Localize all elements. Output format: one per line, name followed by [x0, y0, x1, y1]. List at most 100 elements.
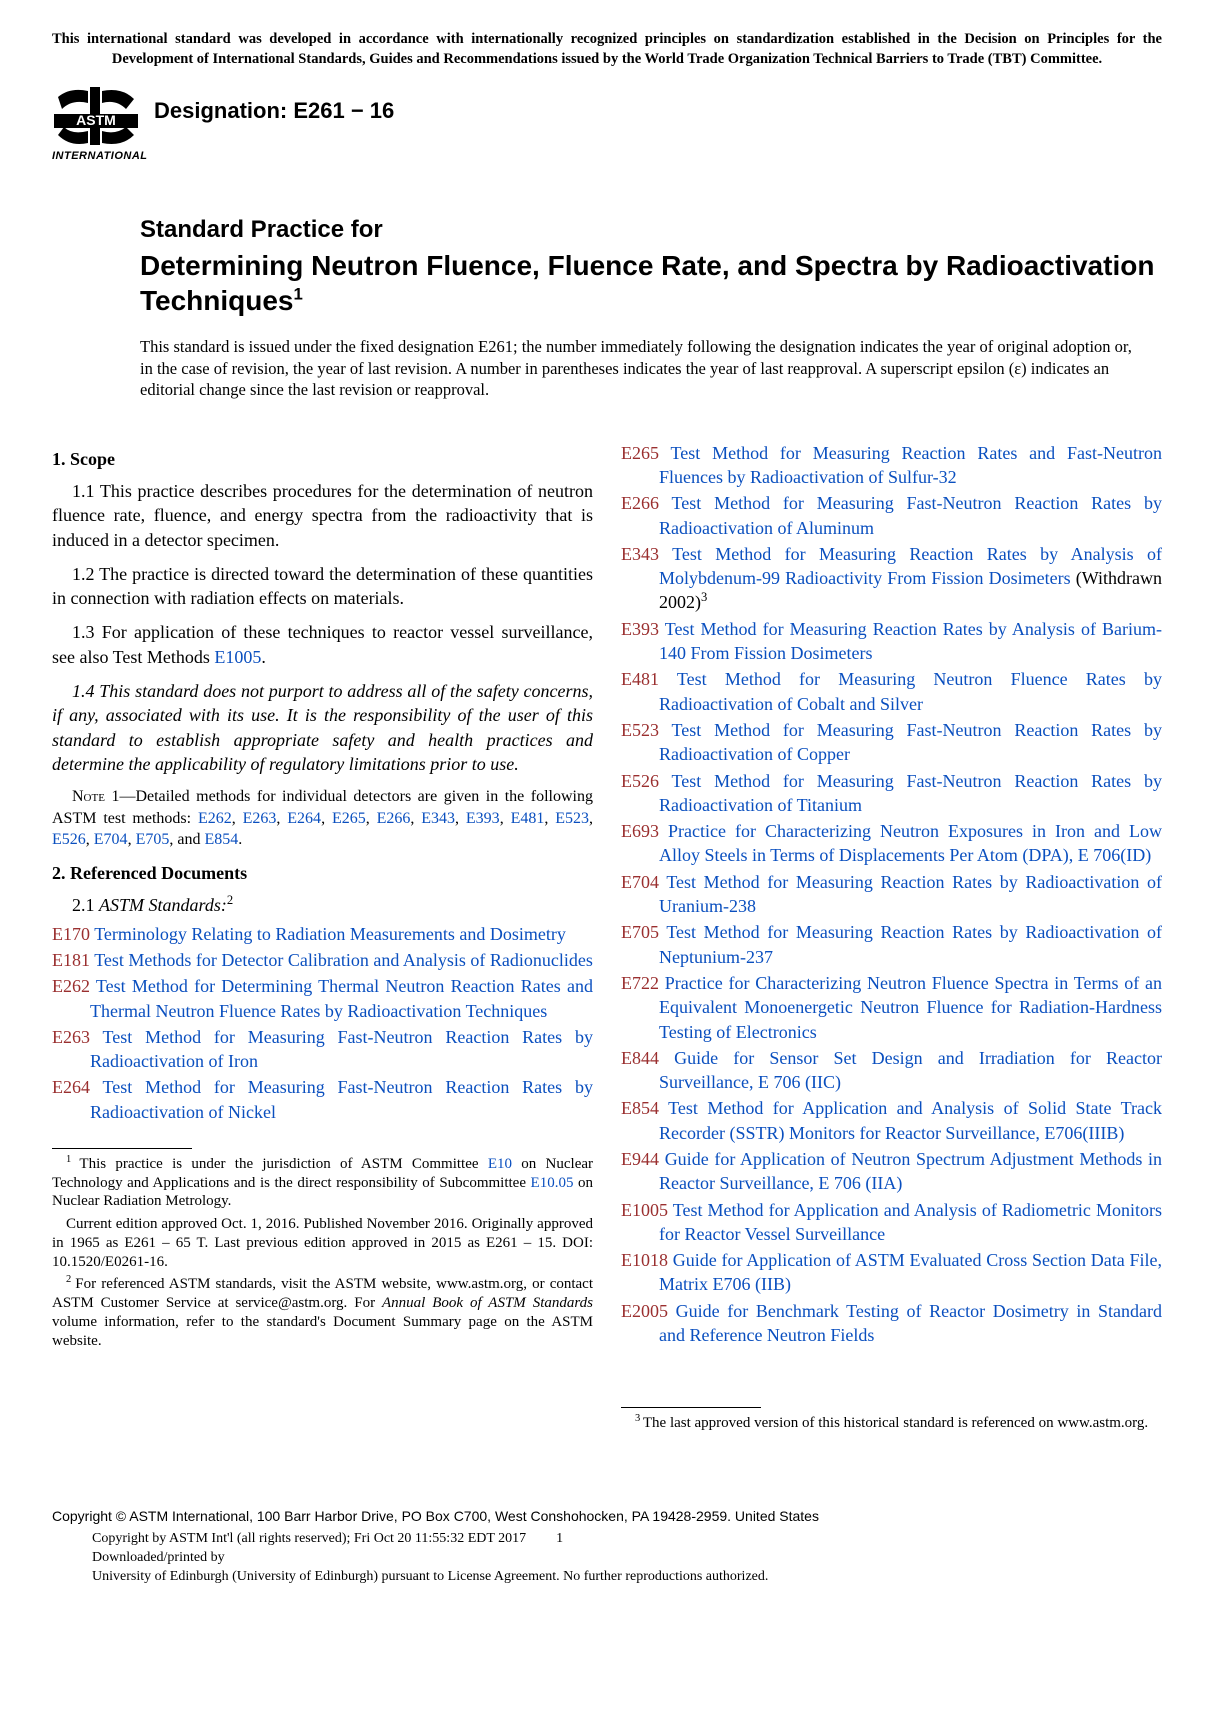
reference-code[interactable]: E1005: [621, 1200, 668, 1220]
reference-title[interactable]: Practice for Characterizing Neutron Expo…: [659, 821, 1162, 865]
reference-item: E262 Test Method for Determining Thermal…: [52, 974, 593, 1023]
reference-title[interactable]: Test Method for Measuring Neutron Fluenc…: [659, 669, 1162, 713]
reference-item: E704 Test Method for Measuring Reaction …: [621, 870, 1162, 919]
reference-item: E481 Test Method for Measuring Neutron F…: [621, 667, 1162, 716]
reference-title[interactable]: Test Method for Measuring Fast-Neutron R…: [659, 493, 1162, 537]
link-e265[interactable]: E265: [332, 810, 366, 827]
reference-code[interactable]: E693: [621, 821, 659, 841]
reference-title[interactable]: Terminology Relating to Radiation Measur…: [94, 924, 566, 944]
link-e1005[interactable]: E1005: [214, 647, 261, 667]
reference-code[interactable]: E170: [52, 924, 90, 944]
reference-item: E526 Test Method for Measuring Fast-Neut…: [621, 769, 1162, 818]
footnote-number: 1: [66, 1154, 79, 1165]
reference-code[interactable]: E704: [621, 872, 659, 892]
footnote-link[interactable]: E10.05: [531, 1175, 574, 1191]
reference-item: E266 Test Method for Measuring Fast-Neut…: [621, 491, 1162, 540]
reference-title[interactable]: Guide for Sensor Set Design and Irradiat…: [659, 1048, 1162, 1092]
reference-code[interactable]: E944: [621, 1149, 659, 1169]
reference-code[interactable]: E844: [621, 1048, 659, 1068]
page-footer: Copyright © ASTM International, 100 Barr…: [52, 1507, 1162, 1587]
reference-code[interactable]: E263: [52, 1027, 90, 1047]
reference-code[interactable]: E266: [621, 493, 659, 513]
reference-code[interactable]: E181: [52, 950, 90, 970]
title-main: Determining Neutron Fluence, Fluence Rat…: [140, 248, 1162, 318]
footer-line2: Copyright by ASTM Int'l (all rights rese…: [92, 1530, 526, 1549]
footnotes-left: 1 This practice is under the jurisdictio…: [52, 1155, 593, 1351]
reference-item: E1005 Test Method for Application and An…: [621, 1198, 1162, 1247]
footnote: 3 The last approved version of this hist…: [621, 1414, 1162, 1433]
reference-title[interactable]: Test Method for Measuring Fast-Neutron R…: [90, 1027, 593, 1071]
reference-code[interactable]: E722: [621, 973, 659, 993]
link-e526[interactable]: E526: [52, 831, 86, 848]
reference-item: E844 Guide for Sensor Set Design and Irr…: [621, 1046, 1162, 1095]
scope-1-1: 1.1 This practice describes procedures f…: [52, 479, 593, 552]
link-e854[interactable]: E854: [204, 831, 238, 848]
title-text: Determining Neutron Fluence, Fluence Rat…: [140, 250, 1154, 316]
footnotes-right: 3 The last approved version of this hist…: [621, 1414, 1162, 1433]
subhead-num: 2.1: [72, 895, 99, 915]
reference-title[interactable]: Test Method for Determining Thermal Neut…: [90, 976, 593, 1020]
reference-title[interactable]: Test Method for Measuring Fast-Neutron R…: [659, 771, 1162, 815]
page-number: 1: [556, 1530, 563, 1549]
link-e523[interactable]: E523: [555, 810, 589, 827]
reference-code[interactable]: E262: [52, 976, 90, 996]
reference-title[interactable]: Test Method for Measuring Fast-Neutron R…: [90, 1077, 593, 1121]
title-prefix: Standard Practice for: [140, 214, 1162, 246]
column-left: 1. Scope 1.1 This practice describes pro…: [52, 441, 593, 1437]
reference-code[interactable]: E854: [621, 1098, 659, 1118]
footnote-separator-left: [52, 1148, 192, 1149]
link-e343[interactable]: E343: [421, 810, 455, 827]
reference-title[interactable]: Guide for Application of ASTM Evaluated …: [659, 1250, 1162, 1294]
reference-item: E393 Test Method for Measuring Reaction …: [621, 617, 1162, 666]
reference-code[interactable]: E393: [621, 619, 659, 639]
reference-title[interactable]: Test Methods for Detector Calibration an…: [94, 950, 593, 970]
reference-item: E343 Test Method for Measuring Reaction …: [621, 542, 1162, 615]
reference-code[interactable]: E481: [621, 669, 659, 689]
note-1: Note 1—Detailed methods for individual d…: [52, 786, 593, 851]
link-e263[interactable]: E263: [243, 810, 277, 827]
reference-item: E944 Guide for Application of Neutron Sp…: [621, 1147, 1162, 1196]
reference-item: E264 Test Method for Measuring Fast-Neut…: [52, 1075, 593, 1124]
link-e264[interactable]: E264: [287, 810, 321, 827]
reference-title[interactable]: Test Method for Measuring Reaction Rates…: [659, 922, 1162, 966]
reference-code[interactable]: E265: [621, 443, 659, 463]
note-label: Note 1: [72, 788, 119, 805]
link-e393[interactable]: E393: [466, 810, 500, 827]
footnote: 1 This practice is under the jurisdictio…: [52, 1155, 593, 1211]
reference-code[interactable]: E705: [621, 922, 659, 942]
scope-1-3-b: .: [261, 647, 266, 667]
reference-title[interactable]: Test Method for Measuring Reaction Rates…: [659, 619, 1162, 663]
reference-title[interactable]: Test Method for Measuring Reaction Rates…: [659, 872, 1162, 916]
reference-code[interactable]: E343: [621, 544, 659, 564]
reference-title[interactable]: Guide for Application of Neutron Spectru…: [659, 1149, 1162, 1193]
subhead-label: ASTM Standards:: [99, 895, 227, 915]
link-e266[interactable]: E266: [377, 810, 411, 827]
link-e704[interactable]: E704: [94, 831, 128, 848]
footnote: Current edition approved Oct. 1, 2016. P…: [52, 1215, 593, 1271]
referenced-documents-heading: 2. Referenced Documents: [52, 861, 593, 885]
reference-code[interactable]: E526: [621, 771, 659, 791]
reference-title[interactable]: Test Method for Measuring Fast-Neutron R…: [659, 720, 1162, 764]
link-e705[interactable]: E705: [136, 831, 170, 848]
reference-item: E705 Test Method for Measuring Reaction …: [621, 920, 1162, 969]
reference-item: E2005 Guide for Benchmark Testing of Rea…: [621, 1299, 1162, 1348]
footer-copyright: Copyright © ASTM International, 100 Barr…: [52, 1507, 1162, 1526]
astm-standards-subhead: 2.1 ASTM Standards:2: [52, 893, 593, 917]
reference-footnote-ref: 3: [701, 590, 707, 604]
reference-item: E265 Test Method for Measuring Reaction …: [621, 441, 1162, 490]
reference-title[interactable]: Practice for Characterizing Neutron Flue…: [659, 973, 1162, 1042]
reference-code[interactable]: E264: [52, 1077, 90, 1097]
link-e262[interactable]: E262: [198, 810, 232, 827]
reference-title[interactable]: Test Method for Application and Analysis…: [659, 1200, 1162, 1244]
reference-code[interactable]: E2005: [621, 1301, 668, 1321]
scope-1-2: 1.2 The practice is directed toward the …: [52, 562, 593, 611]
reference-list-left: E170 Terminology Relating to Radiation M…: [52, 922, 593, 1124]
reference-title[interactable]: Test Method for Measuring Reaction Rates…: [659, 443, 1162, 487]
reference-title[interactable]: Test Method for Application and Analysis…: [659, 1098, 1162, 1142]
astm-logo: ASTM INTERNATIONAL: [52, 87, 140, 164]
footnote-link[interactable]: E10: [488, 1156, 512, 1172]
reference-code[interactable]: E1018: [621, 1250, 668, 1270]
link-e481[interactable]: E481: [511, 810, 545, 827]
reference-code[interactable]: E523: [621, 720, 659, 740]
reference-title[interactable]: Guide for Benchmark Testing of Reactor D…: [659, 1301, 1162, 1345]
